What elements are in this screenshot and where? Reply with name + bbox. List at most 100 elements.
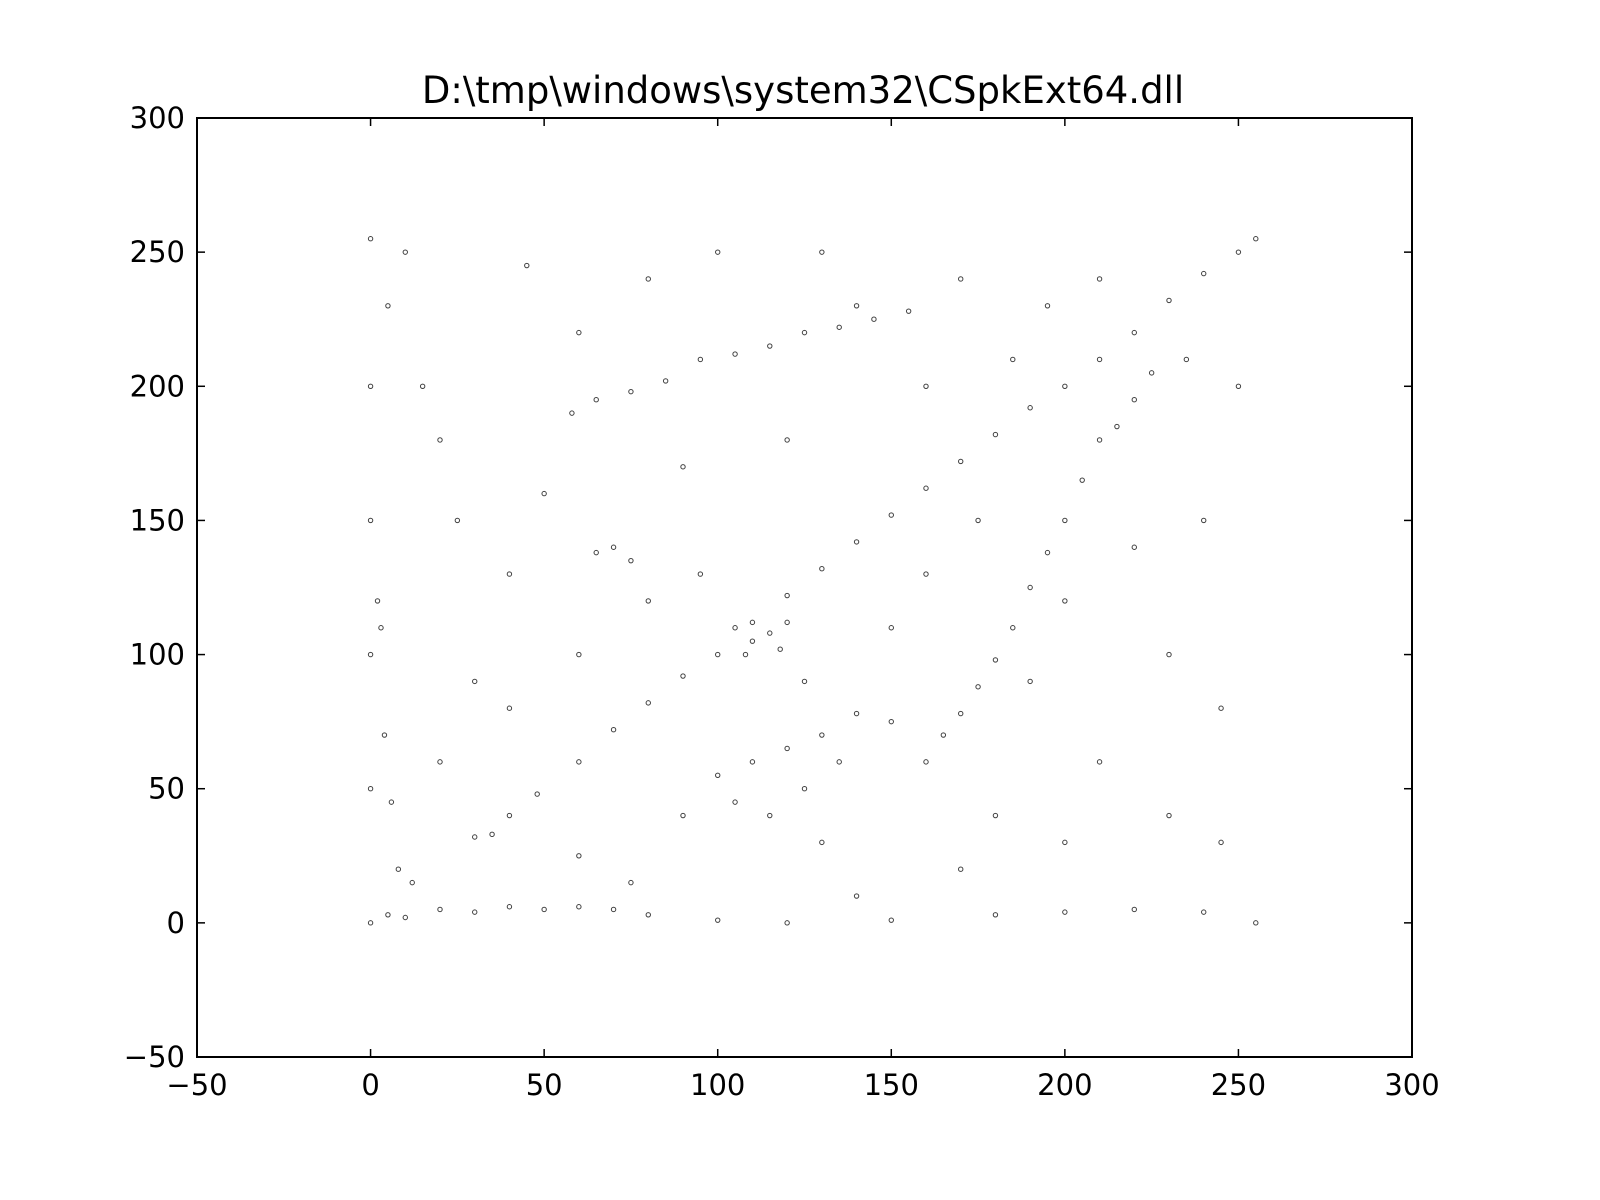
data-point [1027,584,1033,591]
data-point [1253,236,1259,242]
data-point [1096,437,1103,443]
data-point [472,909,478,915]
data-point [506,904,513,910]
data-point [593,549,599,556]
data-point [367,236,374,242]
data-point [506,571,513,577]
data-point [853,893,860,899]
data-point [610,906,617,913]
data-point [1010,356,1016,363]
data-point [819,249,825,255]
data-point [569,410,575,416]
data-point [1062,909,1068,915]
data-point [958,710,964,717]
data-point [576,904,582,910]
data-point [680,673,686,679]
data-point [767,630,773,636]
data-point [923,571,929,577]
plot-frame [196,117,1413,1058]
chart-title: D:\tmp\windows\system32\CSpkExt64.dll [422,69,1184,112]
data-point [680,464,686,470]
x-tick-label: 200 [1037,1068,1092,1102]
data-point [958,276,964,282]
data-point [749,759,756,765]
data-point [992,431,999,438]
data-point [1201,909,1207,915]
data-point [1062,517,1068,524]
x-tick-label: 50 [526,1068,563,1102]
data-point [742,651,749,658]
data-point [378,625,384,631]
data-point [853,710,860,717]
data-point [923,383,929,389]
data-point [409,879,415,886]
data-point [367,786,374,792]
data-point [437,759,443,765]
data-point [801,786,808,792]
data-point [1131,544,1137,550]
data-point [385,912,391,918]
data-point [749,638,756,644]
data-point [1201,270,1207,277]
data-point [732,799,738,805]
data-point [506,705,513,711]
data-point [1079,477,1085,483]
data-point [888,718,894,725]
data-point [888,917,894,923]
x-tick-label: 150 [864,1068,919,1102]
data-point [853,303,860,309]
data-point [940,732,947,738]
data-point [715,917,721,923]
data-point [923,485,929,491]
data-point [871,316,877,322]
data-point [992,912,999,918]
data-point [767,812,773,819]
data-point [1253,920,1259,926]
y-tick-label: 150 [130,503,185,537]
data-point [836,759,842,765]
data-point [576,329,582,336]
data-point [381,732,388,738]
data-point [992,657,999,663]
data-point [1027,678,1033,685]
data-point [385,303,391,309]
data-point [888,512,894,518]
data-point [367,383,374,389]
data-point [784,920,790,926]
data-point [697,571,704,577]
data-point [784,745,790,752]
data-point [767,343,773,349]
data-point [784,437,790,443]
data-point [732,625,738,631]
data-point [1166,297,1172,304]
y-tick-label: 300 [130,101,185,135]
data-point [576,759,582,765]
data-point [715,772,721,778]
x-tick-label: 100 [690,1068,745,1102]
y-tick-label: 200 [130,369,185,403]
data-point [992,812,999,819]
data-point [610,544,617,550]
data-point [1096,276,1103,282]
data-point [680,812,686,819]
data-point [1235,383,1242,389]
data-point [1044,549,1051,556]
data-point [388,799,395,805]
data-point [454,517,461,524]
data-point [1114,423,1120,430]
data-point [715,249,721,255]
data-point [732,351,738,357]
data-point [593,397,599,403]
data-point [645,598,651,604]
x-tick-label: −50 [166,1068,227,1102]
data-point [367,651,374,658]
data-point [489,831,495,838]
y-tick-label: 50 [148,772,185,806]
data-point [958,458,964,465]
data-point [437,437,443,443]
data-point [524,262,530,269]
data-point [645,700,651,706]
data-point [1235,249,1242,255]
data-point [777,646,783,652]
data-point [1062,598,1068,604]
